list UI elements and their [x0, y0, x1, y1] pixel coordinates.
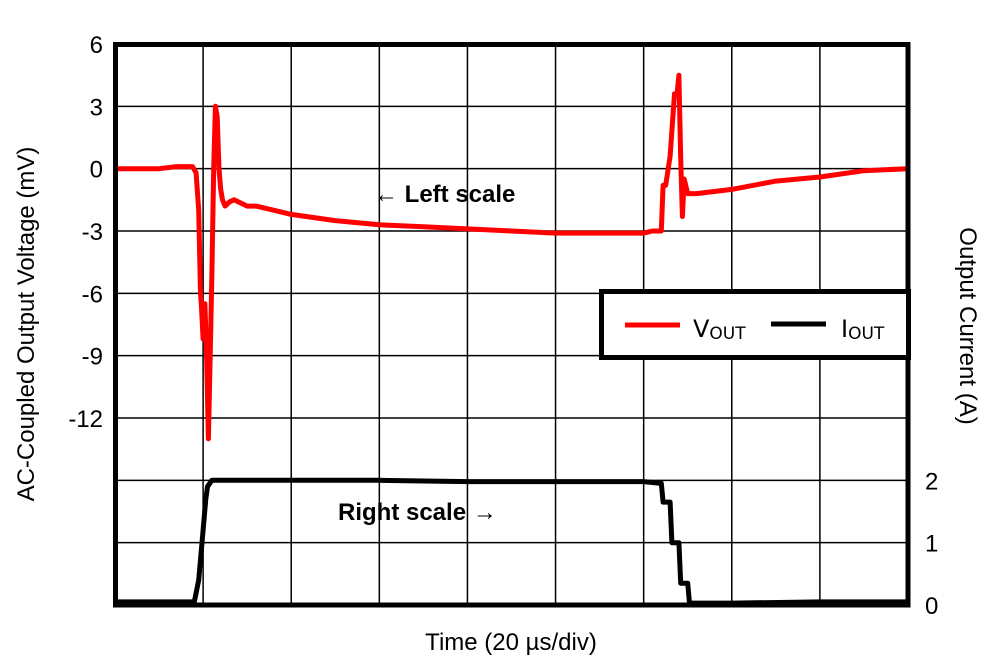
left-axis-title: AC-Coupled Output Voltage (mV): [13, 147, 40, 502]
left-tick-label: -9: [82, 344, 103, 371]
legend-box: [599, 289, 911, 360]
legend-iout-sub: OUT: [848, 324, 885, 344]
legend-iout-main: I: [841, 315, 848, 343]
x-axis-title: Time (20 µs/div): [425, 629, 597, 656]
left-tick-label: 0: [90, 157, 103, 184]
right-tick-label: 1: [925, 531, 938, 558]
legend-vout-sub: OUT: [709, 324, 746, 344]
legend-label-vout: VOUT: [693, 315, 746, 344]
legend: VOUT IOUT: [599, 289, 911, 360]
right-tick-label: 2: [925, 468, 938, 495]
left-tick-label: -6: [82, 281, 103, 308]
series-line-iout: [115, 477, 908, 606]
legend-vout-main: V: [693, 315, 710, 343]
legend-label-iout: IOUT: [841, 315, 885, 344]
left-axis-ticks: 6 3 0 -3 -6 -9 -12: [68, 32, 103, 433]
right-axis-title: Output Current (A): [954, 227, 981, 424]
annotation-right-scale: Right scale →: [338, 499, 497, 526]
series-layer: [115, 72, 909, 606]
right-tick-label: 0: [925, 593, 938, 620]
right-axis-ticks: 2 1 0: [925, 468, 938, 620]
annotation-left-scale: ← Left scale: [374, 181, 515, 208]
left-tick-label: 3: [90, 94, 103, 121]
left-tick-label: 6: [90, 32, 103, 59]
left-tick-label: -3: [82, 219, 103, 246]
left-tick-label: -12: [68, 406, 103, 433]
series-line-vout: [115, 72, 909, 442]
